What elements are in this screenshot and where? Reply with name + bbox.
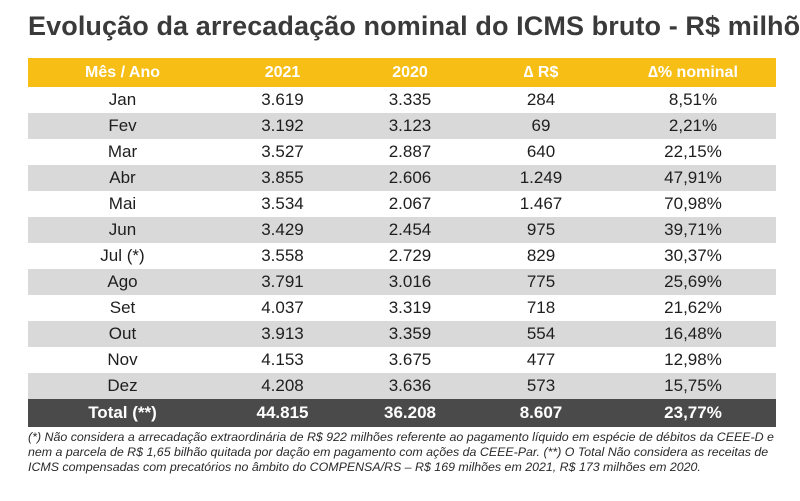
footnote-line: nem a parcela de R$ 1,65 bilhão quitada … bbox=[28, 445, 769, 459]
cell-2021: 4.037 bbox=[217, 295, 348, 321]
cell-2020: 2.606 bbox=[348, 165, 472, 191]
table-row: Set 4.037 3.319 718 21,62% bbox=[28, 295, 776, 321]
cell-2020: 3.123 bbox=[348, 113, 472, 139]
table-row: Fev 3.192 3.123 69 2,21% bbox=[28, 113, 776, 139]
cell-2020: 2.887 bbox=[348, 139, 472, 165]
cell-2021: 4.153 bbox=[217, 347, 348, 373]
cell-month: Jan bbox=[28, 87, 217, 113]
header-delta-value: ∆ R$ bbox=[472, 58, 610, 87]
cell-2020: 2.067 bbox=[348, 191, 472, 217]
cell-2021: 3.192 bbox=[217, 113, 348, 139]
total-delta-value: 8.607 bbox=[472, 399, 610, 427]
table-row: Nov 4.153 3.675 477 12,98% bbox=[28, 347, 776, 373]
cell-2021: 3.913 bbox=[217, 321, 348, 347]
cell-2021: 3.791 bbox=[217, 269, 348, 295]
header-delta-percent: ∆% nominal bbox=[610, 58, 776, 87]
table-header-row: Mês / Ano 2021 2020 ∆ R$ ∆% nominal bbox=[28, 58, 776, 87]
cell-month: Mar bbox=[28, 139, 217, 165]
cell-delta-percent: 16,48% bbox=[610, 321, 776, 347]
cell-delta-value: 284 bbox=[472, 87, 610, 113]
footnote-line: (*) Não considera a arrecadação extraord… bbox=[28, 430, 774, 444]
table-row: Mar 3.527 2.887 640 22,15% bbox=[28, 139, 776, 165]
cell-delta-percent: 12,98% bbox=[610, 347, 776, 373]
cell-2021: 3.619 bbox=[217, 87, 348, 113]
cell-delta-value: 829 bbox=[472, 243, 610, 269]
cell-month: Dez bbox=[28, 373, 217, 399]
cell-delta-value: 573 bbox=[472, 373, 610, 399]
cell-delta-percent: 30,37% bbox=[610, 243, 776, 269]
header-2021: 2021 bbox=[217, 58, 348, 87]
cell-2021: 3.429 bbox=[217, 217, 348, 243]
table-row: Mai 3.534 2.067 1.467 70,98% bbox=[28, 191, 776, 217]
cell-delta-value: 975 bbox=[472, 217, 610, 243]
cell-delta-percent: 25,69% bbox=[610, 269, 776, 295]
table-row: Jul (*) 3.558 2.729 829 30,37% bbox=[28, 243, 776, 269]
header-2020: 2020 bbox=[348, 58, 472, 87]
header-month-year: Mês / Ano bbox=[28, 58, 217, 87]
footnote: (*) Não considera a arrecadação extraord… bbox=[28, 430, 780, 475]
cell-2021: 3.855 bbox=[217, 165, 348, 191]
cell-delta-value: 718 bbox=[472, 295, 610, 321]
total-2021: 44.815 bbox=[217, 399, 348, 427]
cell-2020: 2.454 bbox=[348, 217, 472, 243]
cell-delta-percent: 8,51% bbox=[610, 87, 776, 113]
cell-month: Fev bbox=[28, 113, 217, 139]
cell-2020: 3.335 bbox=[348, 87, 472, 113]
icms-table: Mês / Ano 2021 2020 ∆ R$ ∆% nominal Jan … bbox=[28, 58, 776, 427]
cell-delta-value: 69 bbox=[472, 113, 610, 139]
cell-delta-value: 554 bbox=[472, 321, 610, 347]
table-row: Jun 3.429 2.454 975 39,71% bbox=[28, 217, 776, 243]
cell-month: Set bbox=[28, 295, 217, 321]
cell-delta-value: 775 bbox=[472, 269, 610, 295]
cell-delta-percent: 2,21% bbox=[610, 113, 776, 139]
cell-2021: 4.208 bbox=[217, 373, 348, 399]
cell-2020: 2.729 bbox=[348, 243, 472, 269]
cell-delta-percent: 22,15% bbox=[610, 139, 776, 165]
cell-2020: 3.636 bbox=[348, 373, 472, 399]
cell-2021: 3.558 bbox=[217, 243, 348, 269]
cell-2021: 3.527 bbox=[217, 139, 348, 165]
cell-month: Jun bbox=[28, 217, 217, 243]
cell-2020: 3.359 bbox=[348, 321, 472, 347]
total-label: Total (**) bbox=[28, 399, 217, 427]
cell-2021: 3.534 bbox=[217, 191, 348, 217]
cell-month: Abr bbox=[28, 165, 217, 191]
page-title: Evolução da arrecadação nominal do ICMS … bbox=[28, 11, 800, 41]
cell-month: Jul (*) bbox=[28, 243, 217, 269]
cell-delta-percent: 39,71% bbox=[610, 217, 776, 243]
cell-delta-percent: 47,91% bbox=[610, 165, 776, 191]
cell-month: Ago bbox=[28, 269, 217, 295]
cell-delta-percent: 21,62% bbox=[610, 295, 776, 321]
cell-delta-value: 640 bbox=[472, 139, 610, 165]
total-delta-percent: 23,77% bbox=[610, 399, 776, 427]
table-row: Abr 3.855 2.606 1.249 47,91% bbox=[28, 165, 776, 191]
cell-delta-value: 1.467 bbox=[472, 191, 610, 217]
table-row: Jan 3.619 3.335 284 8,51% bbox=[28, 87, 776, 113]
table-row: Out 3.913 3.359 554 16,48% bbox=[28, 321, 776, 347]
cell-month: Nov bbox=[28, 347, 217, 373]
cell-month: Out bbox=[28, 321, 217, 347]
table-row: Dez 4.208 3.636 573 15,75% bbox=[28, 373, 776, 399]
footnote-line: ICMS compensadas com precatórios no âmbi… bbox=[28, 460, 701, 474]
cell-2020: 3.016 bbox=[348, 269, 472, 295]
cell-delta-percent: 70,98% bbox=[610, 191, 776, 217]
total-2020: 36.208 bbox=[348, 399, 472, 427]
cell-2020: 3.675 bbox=[348, 347, 472, 373]
table-row: Ago 3.791 3.016 775 25,69% bbox=[28, 269, 776, 295]
cell-month: Mai bbox=[28, 191, 217, 217]
cell-delta-value: 1.249 bbox=[472, 165, 610, 191]
cell-2020: 3.319 bbox=[348, 295, 472, 321]
table-total-row: Total (**) 44.815 36.208 8.607 23,77% bbox=[28, 399, 776, 427]
cell-delta-value: 477 bbox=[472, 347, 610, 373]
cell-delta-percent: 15,75% bbox=[610, 373, 776, 399]
